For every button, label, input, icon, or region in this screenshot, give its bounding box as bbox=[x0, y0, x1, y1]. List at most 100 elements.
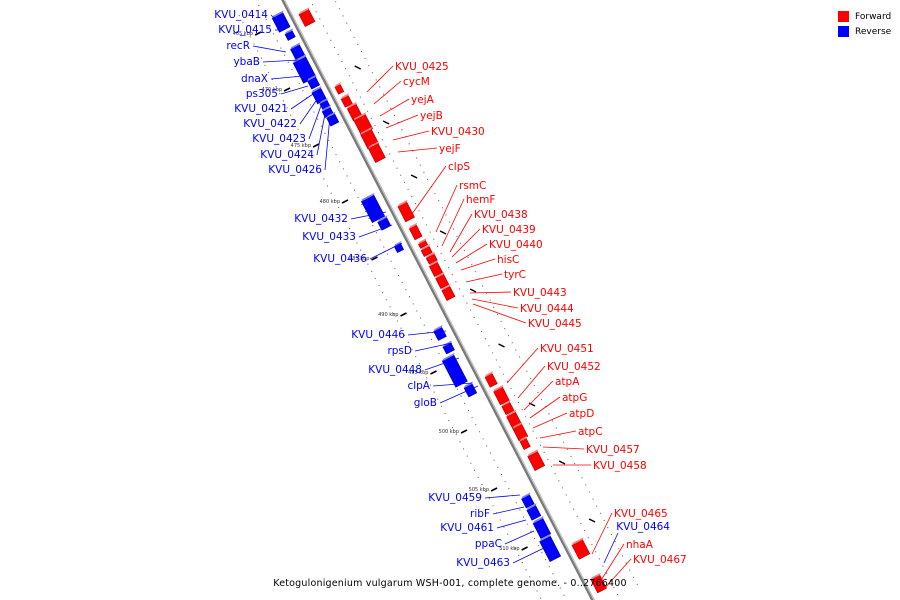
reverse-gene-label-10: KVU_0426 bbox=[268, 164, 322, 176]
forward-gene-label-10: KVU_0439 bbox=[482, 224, 536, 236]
reverse-gene-block-2-face bbox=[290, 42, 301, 50]
reverse-gene-label-11: KVU_0432 bbox=[294, 213, 348, 225]
reverse-leader-12 bbox=[358, 224, 393, 238]
reverse-gene-label-15: rpsD bbox=[387, 345, 412, 357]
forward-gene-label-16: KVU_0445 bbox=[528, 318, 582, 330]
reverse-gene-block-14-face bbox=[442, 352, 455, 362]
reverse-gene-block-9-face bbox=[361, 192, 375, 202]
forward-gene-block-3-face bbox=[347, 101, 357, 109]
reverse-gene-block-16 bbox=[521, 494, 535, 509]
forward-gene-block-11-face bbox=[426, 251, 435, 259]
forward-leader-3 bbox=[385, 114, 419, 129]
tick-mark-9 bbox=[521, 546, 528, 551]
forward-gene-block-0 bbox=[298, 9, 316, 27]
forward-gene-block-19 bbox=[512, 423, 529, 442]
forward-swatch bbox=[838, 11, 849, 22]
reverse-gene-label-19: KVU_0459 bbox=[428, 492, 482, 504]
forward-gene-label-22: atpC bbox=[578, 426, 603, 438]
reverse-leader-11 bbox=[350, 211, 387, 220]
forward-gene-label-27: KVU_0467 bbox=[633, 554, 687, 566]
legend-item-forward: Forward bbox=[838, 9, 891, 24]
forward-gene-block-19-face bbox=[512, 421, 523, 429]
forward-gene-block-9-face bbox=[418, 238, 427, 245]
forward-gene-label-20: atpG bbox=[562, 392, 587, 404]
reverse-gene-block-19 bbox=[539, 535, 562, 563]
forward-gene-label-14: KVU_0443 bbox=[513, 287, 567, 299]
reverse-leader-23 bbox=[512, 547, 545, 564]
forward-gene-block-18-face bbox=[506, 409, 517, 417]
forward-leader-19 bbox=[523, 380, 554, 411]
forward-leader-21 bbox=[532, 412, 568, 429]
right-tick-7 bbox=[558, 460, 566, 465]
guide-ring-0 bbox=[238, 14, 543, 600]
forward-gene-block-14 bbox=[441, 286, 456, 301]
reverse-gene-block-9 bbox=[361, 194, 386, 223]
reverse-leader-8 bbox=[308, 102, 323, 140]
reverse-gene-label-9: KVU_0424 bbox=[260, 149, 314, 161]
forward-gene-block-5-face bbox=[360, 126, 373, 135]
reverse-leader-22 bbox=[504, 530, 535, 545]
reverse-leader-10 bbox=[324, 115, 331, 171]
forward-leader-7 bbox=[435, 184, 458, 233]
reverse-gene-label-14: KVU_0446 bbox=[351, 329, 405, 341]
forward-gene-label-4: KVU_0430 bbox=[431, 126, 485, 138]
forward-gene-block-16-face bbox=[493, 384, 504, 392]
forward-gene-label-3: yejB bbox=[420, 110, 443, 122]
forward-gene-label-7: rsmC bbox=[459, 180, 486, 192]
reverse-gene-block-3 bbox=[292, 56, 317, 84]
reverse-gene-block-7-face bbox=[322, 105, 331, 112]
reverse-gene-label-23: KVU_0463 bbox=[456, 557, 510, 569]
reverse-gene-label-21: KVU_0461 bbox=[440, 522, 494, 534]
forward-leader-1 bbox=[373, 80, 402, 105]
forward-gene-label-19: atpA bbox=[555, 376, 580, 388]
forward-gene-block-17 bbox=[501, 402, 515, 415]
forward-gene-block-0-face bbox=[298, 7, 310, 15]
forward-leader-17 bbox=[506, 347, 539, 384]
reverse-gene-block-1 bbox=[284, 30, 296, 41]
forward-leader-26 bbox=[597, 543, 625, 586]
reverse-gene-block-17 bbox=[526, 505, 542, 521]
forward-gene-block-12 bbox=[428, 262, 443, 277]
right-tick-1 bbox=[382, 120, 390, 125]
reverse-swatch bbox=[838, 26, 849, 37]
forward-gene-block-13-face bbox=[435, 272, 445, 279]
forward-leader-8 bbox=[441, 198, 465, 247]
reverse-gene-block-3-face bbox=[293, 54, 307, 64]
forward-gene-block-8 bbox=[408, 224, 423, 241]
forward-gene-block-7-face bbox=[397, 199, 408, 207]
reverse-gene-label-17: clpA bbox=[407, 380, 430, 392]
reverse-leader-2 bbox=[252, 45, 287, 53]
forward-gene-block-13 bbox=[435, 274, 450, 289]
forward-gene-label-12: hisC bbox=[497, 254, 519, 266]
forward-gene-block-2 bbox=[340, 95, 353, 108]
reverse-leader-6 bbox=[290, 91, 317, 110]
forward-leader-4 bbox=[392, 130, 430, 141]
reverse-leader-18 bbox=[439, 385, 479, 404]
forward-gene-block-6-face bbox=[368, 141, 379, 149]
reverse-gene-label-8: KVU_0423 bbox=[252, 133, 306, 145]
forward-gene-label-11: KVU_0440 bbox=[489, 239, 543, 251]
forward-gene-block-17-face bbox=[501, 400, 511, 407]
forward-gene-block-8-face bbox=[409, 222, 418, 229]
reverse-leader-15 bbox=[414, 342, 453, 352]
forward-gene-label-1: cycM bbox=[403, 76, 430, 88]
forward-leader-20 bbox=[529, 396, 561, 419]
forward-gene-label-13: tyrC bbox=[504, 269, 526, 281]
reverse-gene-block-14 bbox=[441, 354, 468, 388]
reverse-leader-19 bbox=[484, 494, 521, 499]
forward-gene-label-9: KVU_0438 bbox=[474, 209, 528, 221]
reverse-gene-block-18-face bbox=[533, 516, 544, 524]
forward-leader-15 bbox=[471, 298, 519, 309]
reverse-gene-block-1-face bbox=[285, 28, 293, 35]
reverse-leader-21 bbox=[496, 519, 527, 529]
tick-label-8: 505 kbp bbox=[469, 487, 489, 493]
reverse-gene-block-8-face bbox=[326, 111, 336, 119]
reverse-gene-block-12-face bbox=[433, 324, 443, 332]
reverse-gene-label-12: KVU_0433 bbox=[302, 231, 356, 243]
reverse-gene-label-0: KVU_0414 bbox=[214, 9, 268, 21]
forward-gene-block-23-face bbox=[590, 572, 601, 580]
forward-gene-label-2: yejA bbox=[411, 94, 435, 106]
tick-mark-5 bbox=[400, 312, 407, 317]
forward-gene-label-8: hemF bbox=[466, 194, 495, 206]
